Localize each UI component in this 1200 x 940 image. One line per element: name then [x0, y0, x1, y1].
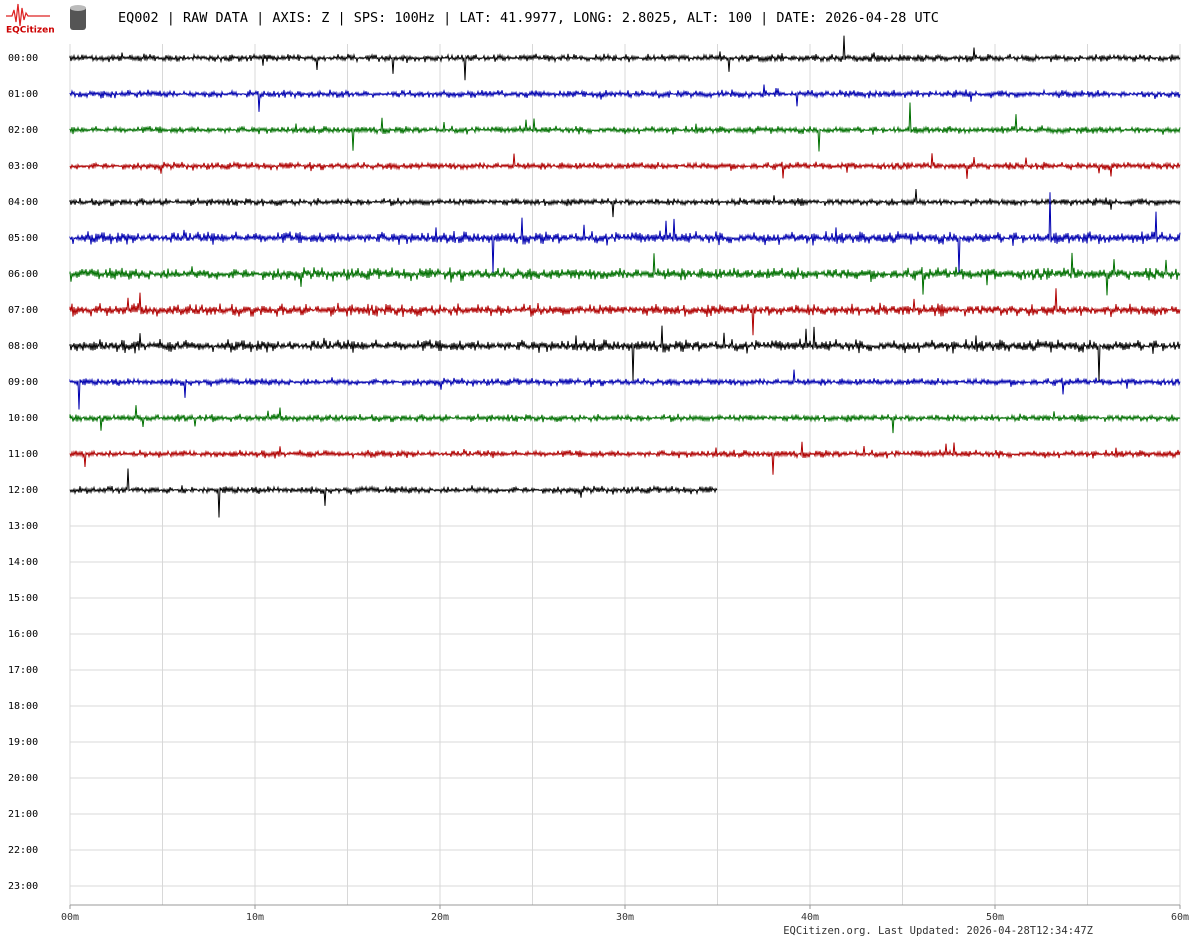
title: EQ002 | RAW DATA | AXIS: Z | SPS: 100Hz … [118, 10, 939, 26]
x-tick-label: 00m [61, 912, 79, 923]
x-tick-label: 20m [431, 912, 449, 923]
trace [69, 188, 1181, 218]
x-tick-label: 50m [986, 912, 1004, 923]
row-label: 17:00 [8, 665, 38, 676]
row-label: 06:00 [8, 269, 38, 280]
row-label: 18:00 [8, 701, 38, 712]
row-label: 07:00 [8, 305, 38, 316]
row-label: 00:00 [8, 53, 38, 64]
trace [69, 252, 1181, 296]
row-label: 14:00 [8, 557, 38, 568]
row-label: 01:00 [8, 89, 38, 100]
trace [69, 84, 1181, 112]
row-label: 02:00 [8, 125, 38, 136]
sensor-icon [70, 6, 86, 30]
x-tick-label: 40m [801, 912, 819, 923]
logo: EQCitizen [6, 3, 86, 36]
row-label: 16:00 [8, 629, 38, 640]
logo-text: EQCitizen [6, 26, 55, 36]
trace [69, 153, 1181, 179]
row-label: 12:00 [8, 485, 38, 496]
x-tick-label: 30m [616, 912, 634, 923]
row-label: 10:00 [8, 413, 38, 424]
row-label: 21:00 [8, 809, 38, 820]
trace [69, 441, 1181, 475]
trace [69, 35, 1181, 81]
row-label: 23:00 [8, 881, 38, 892]
trace [69, 102, 1181, 152]
row-label: 19:00 [8, 737, 38, 748]
row-label: 22:00 [8, 845, 38, 856]
row-label: 03:00 [8, 161, 38, 172]
sensor-cap [70, 5, 86, 11]
x-tick-label: 60m [1171, 912, 1189, 923]
row-label: 20:00 [8, 773, 38, 784]
trace [69, 468, 718, 518]
row-label: 08:00 [8, 341, 38, 352]
logo-wave [6, 3, 50, 27]
row-label: 13:00 [8, 521, 38, 532]
row-label: 09:00 [8, 377, 38, 388]
trace [69, 325, 1181, 382]
trace [69, 192, 1181, 274]
trace [69, 405, 1181, 434]
row-label: 05:00 [8, 233, 38, 244]
footer: EQCitizen.org. Last Updated: 2026-04-28T… [783, 925, 1093, 937]
row-label: 04:00 [8, 197, 38, 208]
row-label: 15:00 [8, 593, 38, 604]
trace [69, 288, 1181, 336]
x-tick-label: 10m [246, 912, 264, 923]
row-label: 11:00 [8, 449, 38, 460]
trace [69, 369, 1181, 410]
